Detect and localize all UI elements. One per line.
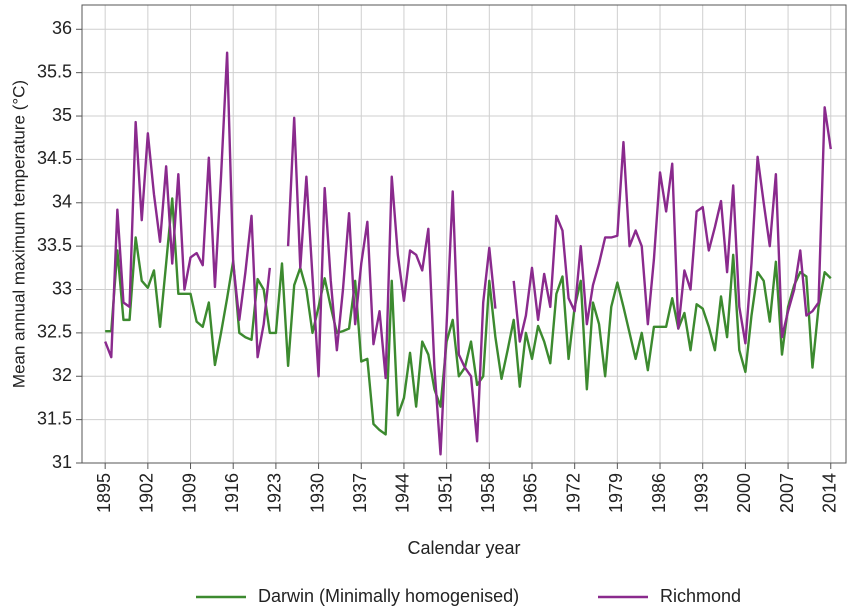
plot-border: [81, 4, 847, 464]
y-tick-label: 31.5: [37, 408, 72, 428]
x-tick-label: 1923: [265, 473, 285, 513]
y-tick-label: 31: [52, 452, 72, 472]
x-tick-label: 1916: [222, 473, 242, 513]
x-tick-label: 1979: [606, 473, 626, 513]
x-tick-label: 1895: [94, 473, 114, 513]
x-tick-label: 1958: [478, 473, 498, 513]
x-tick-label: 1972: [563, 473, 583, 513]
y-tick-label: 35.5: [37, 61, 72, 81]
series-line: [104, 51, 832, 456]
x-tick-label: 1937: [350, 473, 370, 513]
x-tick-label: 1986: [649, 473, 669, 513]
x-tick-label: 1902: [137, 473, 157, 513]
x-tick-label: 1944: [393, 473, 413, 513]
x-tick-label: 1993: [691, 473, 711, 513]
y-tick-label: 35: [52, 105, 72, 125]
y-tick-label: 32.5: [37, 322, 72, 342]
x-tick-label: 1965: [521, 473, 541, 513]
legend-label: Richmond: [660, 586, 741, 606]
y-tick-label: 33: [52, 278, 72, 298]
x-tick-label: 1930: [307, 473, 327, 513]
y-tick-label: 36: [52, 18, 72, 38]
x-tick-label: 2007: [777, 473, 797, 513]
x-tick-label: 1951: [435, 473, 455, 513]
legend-label: Darwin (Minimally homogenised): [258, 586, 519, 606]
series-line: [105, 197, 832, 436]
y-tick-label: 32: [52, 365, 72, 385]
x-tick-label: 1909: [179, 473, 199, 513]
y-axis-label: Mean annual maximum temperature (°C): [9, 80, 28, 388]
x-tick-label: 2014: [820, 473, 840, 513]
y-tick-label: 33.5: [37, 235, 72, 255]
x-axis-label: Calendar year: [407, 538, 520, 558]
y-tick-label: 34: [52, 192, 72, 212]
y-tick-label: 34.5: [37, 148, 72, 168]
x-tick-label: 2000: [734, 473, 754, 513]
